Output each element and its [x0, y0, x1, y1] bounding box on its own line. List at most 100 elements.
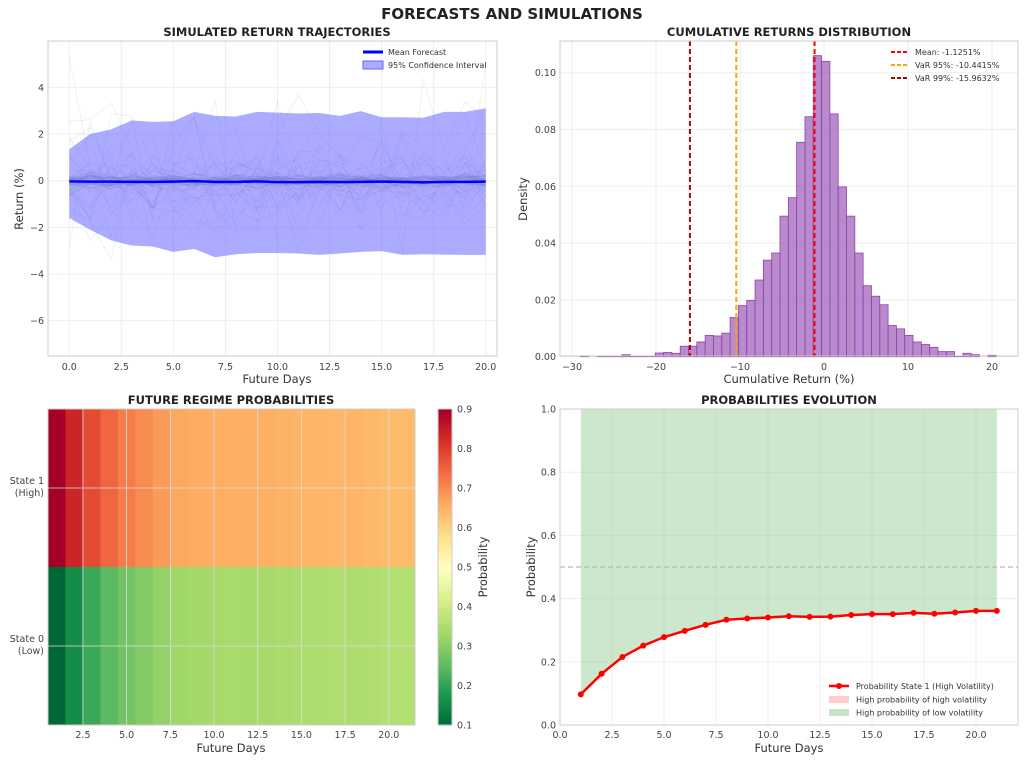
- probabilities-title: PROBABILITIES EVOLUTION: [701, 393, 877, 407]
- y-tick-label: 1.0: [541, 405, 556, 416]
- colorbar-segment: [438, 576, 452, 581]
- row-label: State 0: [10, 634, 44, 645]
- x-tick-label: 15.0: [861, 730, 882, 741]
- colorbar-segment: [438, 465, 452, 470]
- colorbar-segment: [438, 696, 452, 701]
- legend-mean-label: Mean Forecast: [388, 48, 446, 57]
- y-tick-label: 0.02: [535, 295, 556, 306]
- probabilities-axes-frame: [559, 408, 1019, 726]
- y-tick-label: −4: [30, 270, 44, 281]
- colorbar-segment: [438, 443, 452, 448]
- row-label: State 1: [10, 476, 44, 487]
- probability-point: [744, 615, 751, 622]
- colorbar-segment: [438, 633, 452, 638]
- histogram-bar: [829, 113, 839, 358]
- y-tick-label: −6: [30, 316, 44, 327]
- x-tick-label: 17.5: [335, 730, 356, 741]
- histogram-bar: [713, 335, 723, 358]
- y-tick-label: 0.00: [535, 352, 556, 363]
- colorbar-segment: [438, 702, 452, 707]
- histogram-bar: [920, 344, 931, 358]
- legend-label: VaR 95%: -10.4415%: [915, 61, 1000, 70]
- colorbar-segment: [438, 475, 452, 480]
- probability-point: [869, 611, 875, 618]
- x-tick-label: 10.0: [267, 362, 288, 373]
- colorbar-segment: [438, 680, 452, 685]
- y-tick-label: 4: [38, 83, 44, 94]
- colorbar-segment: [438, 699, 452, 704]
- distribution-title: CUMULATIVE RETURNS DISTRIBUTION: [667, 25, 911, 39]
- colorbar-segment: [438, 469, 452, 473]
- x-tick-label: 5.0: [166, 362, 181, 373]
- colorbar-segment: [438, 456, 452, 461]
- colorbar-segment: [438, 671, 452, 676]
- histogram-bar: [679, 345, 689, 358]
- colorbar-segment: [438, 683, 452, 688]
- x-tick-label: 10.0: [757, 730, 778, 741]
- colorbar-segment: [438, 535, 452, 540]
- colorbar-segment: [438, 687, 452, 691]
- colorbar-segment: [438, 506, 452, 511]
- colorbar-segment: [438, 655, 452, 660]
- colorbar-segment: [438, 582, 452, 587]
- legend-ci-label: 95% Confidence Interval: [388, 61, 486, 70]
- colorbar-segment: [438, 570, 452, 574]
- colorbar-segment: [438, 693, 452, 698]
- colorbar-segment: [438, 664, 452, 669]
- x-tick-label: 10: [902, 362, 914, 373]
- figure-title: FORECASTS AND SIMULATIONS: [381, 5, 643, 23]
- colorbar-segment: [438, 604, 452, 609]
- colorbar-segment: [438, 554, 452, 559]
- colorbar-segment: [438, 614, 452, 619]
- low-volatility-fill: [580, 409, 997, 695]
- histogram-bar: [746, 300, 756, 358]
- colorbar-segment: [438, 623, 452, 628]
- histogram-bar: [912, 341, 922, 358]
- x-tick-label: −30: [562, 362, 582, 373]
- colorbar-segment: [438, 642, 452, 647]
- y-tick-label: 0.06: [535, 182, 556, 193]
- colorbar-segment: [438, 709, 452, 713]
- legend-ci-swatch: [362, 60, 384, 70]
- colorbar-tick-label: 0.9: [457, 405, 472, 416]
- distribution-xlabel: Cumulative Return (%): [723, 372, 854, 386]
- colorbar-tick-label: 0.6: [457, 523, 472, 534]
- y-tick-label: 0.6: [541, 531, 556, 542]
- x-tick-label: 7.5: [163, 730, 178, 741]
- colorbar-segment: [438, 585, 452, 590]
- x-tick-label: 5.0: [656, 730, 671, 741]
- colorbar-segment: [438, 516, 452, 521]
- histogram-bar: [846, 215, 856, 358]
- distribution-axes-frame: [559, 40, 1019, 357]
- histogram-bar: [721, 332, 731, 358]
- colorbar-segment: [438, 525, 452, 530]
- histogram-bar: [887, 325, 897, 358]
- x-tick-label: 15.0: [291, 730, 312, 741]
- colorbar-segment: [438, 617, 452, 622]
- colorbar-segment: [438, 646, 452, 650]
- colorbar-segment: [438, 573, 452, 578]
- probability-point: [910, 609, 917, 616]
- histogram-bar: [854, 252, 864, 358]
- x-tick-label: −20: [646, 362, 666, 373]
- x-tick-label: −10: [730, 362, 750, 373]
- x-tick-label: 20: [986, 362, 998, 373]
- heatmap-axes-frame: [47, 408, 416, 726]
- row-label: (High): [15, 488, 44, 499]
- colorbar-segment: [438, 427, 452, 432]
- colorbar-segment: [438, 608, 452, 612]
- colorbar-tick-label: 0.2: [457, 681, 472, 692]
- probability-point: [827, 613, 834, 620]
- colorbar-segment: [438, 563, 452, 568]
- histogram-bar: [738, 305, 748, 358]
- histogram-bar: [796, 141, 806, 358]
- probability-point: [723, 616, 730, 623]
- colorbar-tick-label: 0.1: [457, 721, 472, 732]
- x-tick-label: 0.0: [552, 730, 567, 741]
- colorbar-segment: [438, 548, 452, 552]
- legend-line-marker: [836, 683, 842, 689]
- trajectories-ylabel: Return (%): [12, 168, 26, 230]
- y-tick-label: 0.0: [541, 721, 556, 732]
- x-tick-label: 12.5: [247, 730, 268, 741]
- colorbar-segment: [438, 484, 452, 489]
